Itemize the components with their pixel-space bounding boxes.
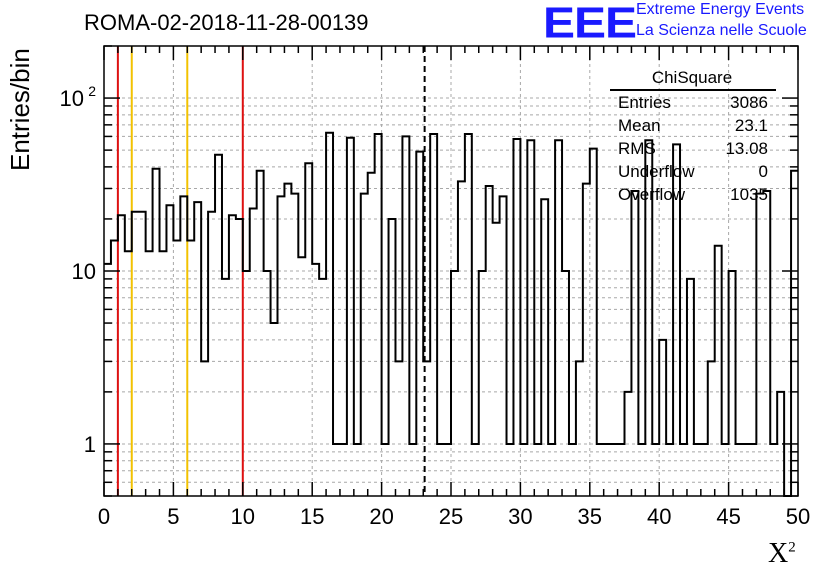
x-tick-label: 10 [231, 504, 255, 529]
x-axis-label-base: X [768, 538, 789, 569]
x-tick-label: 45 [716, 504, 740, 529]
stats-value: 0 [758, 162, 768, 181]
chart-title: ROMA-02-2018-11-28-00139 [84, 10, 369, 35]
stats-value: 3086 [730, 93, 768, 112]
x-tick-label: 30 [508, 504, 532, 529]
x-tick-label: 5 [167, 504, 179, 529]
y-tick-label: 10 [60, 86, 84, 111]
histogram-series [104, 131, 798, 497]
x-tick-label: 35 [578, 504, 602, 529]
stats-divider [610, 89, 776, 91]
stats-key: Underflow [618, 162, 695, 181]
logo-line-2: La Scienza nelle Scuole [636, 22, 807, 39]
stats-value: 1035 [730, 185, 768, 204]
logo-line-1: Extreme Energy Events [636, 1, 805, 18]
stats-key: RMS [618, 139, 656, 158]
x-tick-label: 50 [786, 504, 810, 529]
stats-key: Overflow [618, 185, 686, 204]
stats-key: Entries [618, 93, 671, 112]
stats-key: Mean [618, 116, 661, 135]
x-axis-label-superscript: 2 [788, 539, 796, 556]
x-tick-label: 20 [369, 504, 393, 529]
y-axis-label: Entries/bin [5, 48, 35, 171]
y-tick-label: 1 [84, 432, 96, 457]
stats-row-mean: Mean 23.1 [618, 116, 768, 138]
stats-value: 23.1 [734, 116, 768, 135]
x-tick-label: 40 [647, 504, 671, 529]
y-tick-label-exponent: 2 [88, 83, 96, 99]
stats-row-overflow: Overflow 1035 [618, 185, 768, 207]
x-tick-label: 0 [98, 504, 110, 529]
x-tick-label: 15 [300, 504, 324, 529]
stats-value: 13.08 [725, 139, 768, 158]
y-tick-label: 10 [72, 259, 96, 284]
x-tick-label: 25 [439, 504, 463, 529]
stats-title: ChiSquare [651, 68, 733, 87]
stats-row-entries: Entries 3086 [618, 93, 768, 115]
stats-row-underflow: Underflow 0 [618, 162, 768, 184]
stats-box: ChiSquare Entries 3086 Mean 23.1 RMS 13.… [608, 64, 804, 212]
stats-row-rms: RMS 13.08 [618, 139, 768, 161]
x-axis-label: X2 [768, 538, 796, 570]
eee-logo-mark: EEE [543, 0, 637, 48]
